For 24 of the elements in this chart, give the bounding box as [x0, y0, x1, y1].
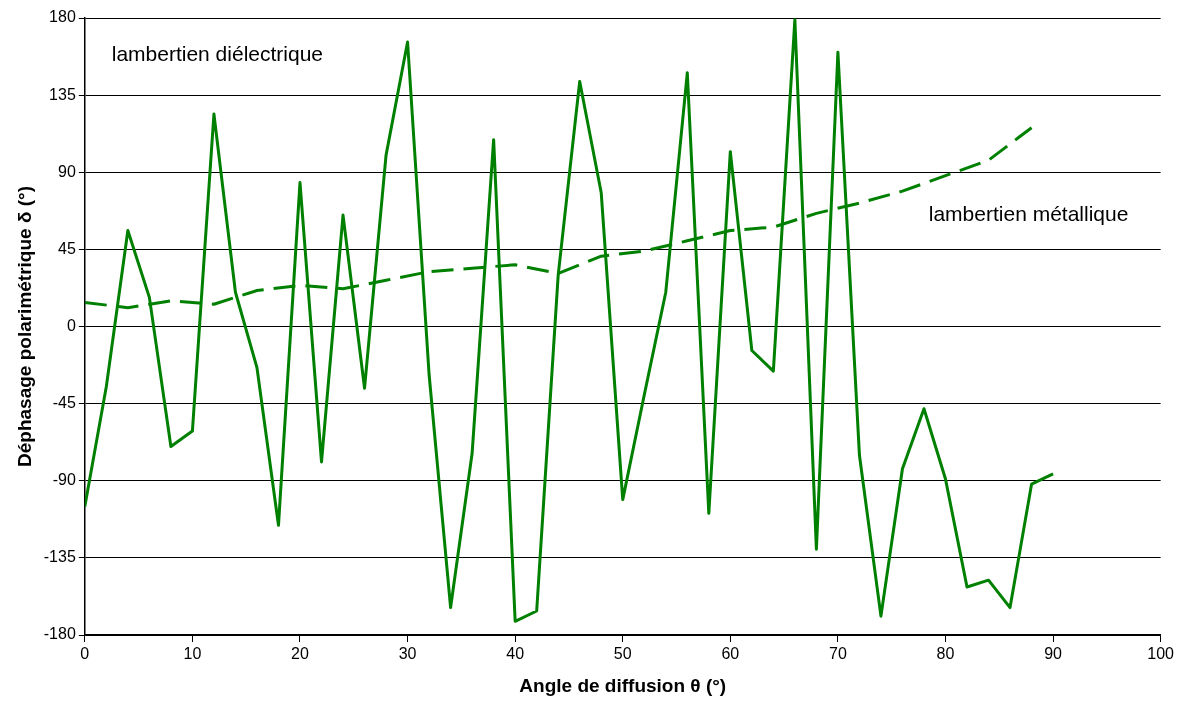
x-tick-label: 70 [829, 645, 847, 663]
x-tick-label: 10 [183, 645, 202, 663]
x-tick-label: 40 [506, 645, 525, 663]
x-tick-label: 80 [936, 645, 955, 663]
x-tick-label: 60 [721, 645, 740, 663]
y-tick-label: 180 [49, 8, 76, 26]
x-tick-label: 20 [291, 645, 309, 663]
y-tick-label: -45 [52, 394, 76, 412]
x-axis-title: Angle de diffusion θ (°) [519, 674, 727, 696]
x-tick-label: 30 [398, 645, 417, 663]
x-tick-label: 100 [1147, 645, 1175, 663]
y-tick-label: 45 [58, 239, 76, 257]
y-tick-label: 0 [66, 316, 76, 334]
x-tick-label: 50 [613, 645, 632, 663]
text: lambertien diélectrique [111, 41, 324, 65]
y-axis-title: Déphasage polarimétrique δ (°) [13, 186, 35, 467]
y-tick-label: 135 [49, 85, 76, 103]
y-tick-label: -180 [43, 625, 76, 643]
series-label: lambertien métallique [928, 202, 1129, 226]
x-tick-label: 0 [80, 645, 90, 663]
y-tick-label: 90 [58, 162, 76, 180]
y-tick-label: -90 [52, 471, 76, 489]
y-tick-label: -135 [43, 548, 76, 566]
x-tick-label: 90 [1044, 645, 1063, 663]
